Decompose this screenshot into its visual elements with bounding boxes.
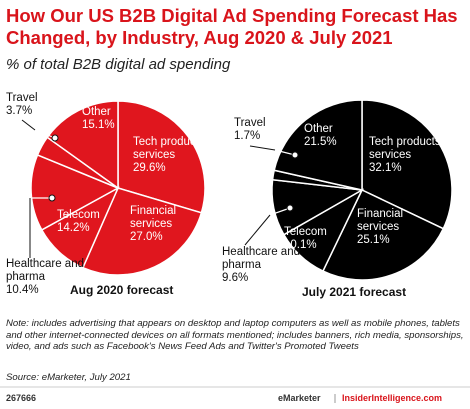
pie-caption: July 2021 forecast <box>302 285 407 299</box>
pie-caption: Aug 2020 forecast <box>70 283 174 297</box>
slice-label: Financial services 25.1% <box>357 208 437 247</box>
leader-line <box>244 214 271 246</box>
slice-label: Travel 3.7% <box>6 92 56 118</box>
slice-value: 14.2% <box>57 222 90 234</box>
slice <box>81 187 203 276</box>
slice-value: 21.5% <box>304 136 337 148</box>
slice-value: 15.1% <box>82 119 115 131</box>
leader-dot <box>291 151 299 159</box>
footer-id: 267666 <box>6 393 37 403</box>
slice-value: 10.4% <box>6 284 39 296</box>
slice-name: Travel <box>234 117 266 129</box>
slice-name: Telecom <box>57 209 100 221</box>
slice-name: Telecom <box>284 226 327 238</box>
slice <box>273 99 363 191</box>
slice-label: Other 15.1% <box>82 106 132 132</box>
footer-brand: eMarketer <box>278 393 321 403</box>
title: How Our US B2B Digital Ad Spending Forec… <box>6 5 458 48</box>
footer-site: InsiderIntelligence.com <box>342 393 443 403</box>
slice-name: Other <box>82 106 111 118</box>
slice-value: 3.7% <box>6 105 33 117</box>
leader-line <box>21 119 36 131</box>
slice-name: Tech products and services <box>369 136 463 161</box>
slice-value: 25.1% <box>357 234 390 246</box>
slice-name: Other <box>304 123 333 135</box>
slice-value: 27.0% <box>130 231 163 243</box>
leader-dot <box>51 134 59 142</box>
slice <box>30 153 120 231</box>
leader-dot <box>286 204 294 212</box>
slice-name: Healthcare and pharma <box>6 258 84 283</box>
slice-name: Financial services <box>130 205 177 230</box>
slice-label: Tech products and services 29.6% <box>133 136 233 175</box>
slice-name: Healthcare and pharma <box>222 246 300 271</box>
slice-label: Other 21.5% <box>304 123 354 149</box>
slice <box>321 189 445 281</box>
slice-label: Healthcare and pharma 9.6% <box>222 246 302 285</box>
slice-name: Tech products and services <box>133 136 227 161</box>
subtitle: % of total B2B digital ad spending <box>6 56 231 73</box>
slice-label: Telecom 10.1% <box>284 226 344 252</box>
slice <box>117 100 206 214</box>
slice <box>361 99 453 230</box>
slice-label: Tech products and services 32.1% <box>369 136 469 175</box>
leader-dot <box>48 194 56 202</box>
slice-value: 9.6% <box>222 272 249 284</box>
slice-name: Travel <box>6 92 38 104</box>
slice-label: Telecom 14.2% <box>57 209 117 235</box>
slice-value: 29.6% <box>133 162 166 174</box>
slice-value: 32.1% <box>369 162 402 174</box>
note: Note: includes advertising that appears … <box>6 318 464 352</box>
slice-label: Financial services 27.0% <box>130 205 210 244</box>
leader-line <box>249 145 276 151</box>
slice-name: Financial services <box>357 208 404 233</box>
source: Source: eMarketer, July 2021 <box>6 372 131 383</box>
slice-label: Healthcare and pharma 10.4% <box>6 258 86 297</box>
slice <box>46 100 119 190</box>
slice-value: 1.7% <box>234 130 261 142</box>
slice-value: 10.1% <box>284 239 317 251</box>
slice-label: Travel 1.7% <box>234 117 284 143</box>
